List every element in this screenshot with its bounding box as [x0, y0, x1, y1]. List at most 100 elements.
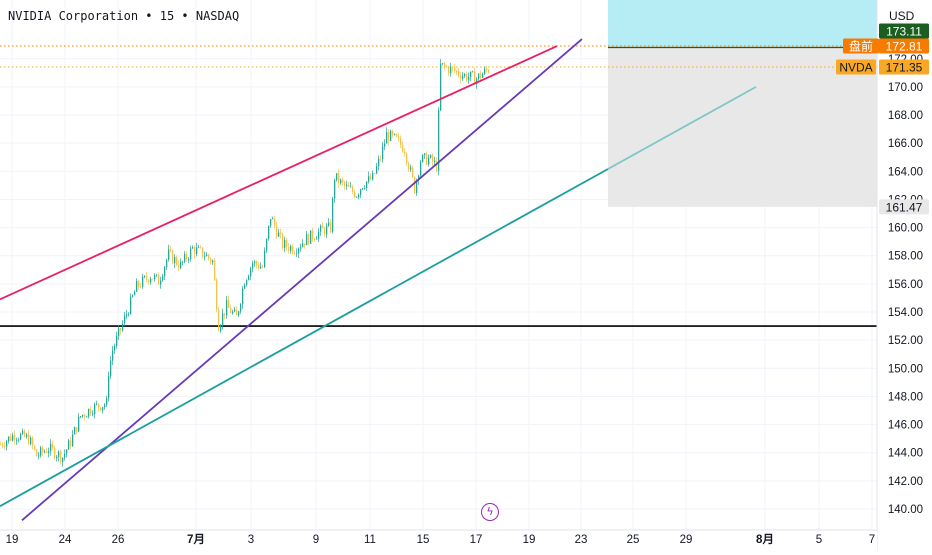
- candle-body: [382, 146, 384, 160]
- time-tick-label: 5: [816, 534, 822, 546]
- price-axis[interactable]: 140.00 142.00 144.00 146.00 148.00 150.00 152.…: [876, 0, 932, 550]
- support-trend-line-projection: [607, 86, 757, 170]
- candle-body: [450, 66, 452, 74]
- candle-body: [456, 70, 458, 72]
- candle-body: [78, 417, 80, 432]
- candle-body: [422, 154, 424, 162]
- candle-body: [166, 259, 168, 267]
- candle-body: [446, 66, 448, 68]
- price-tick-label: 144.00: [888, 448, 923, 460]
- target-price-tag: 173.11: [886, 25, 922, 39]
- candle-body: [464, 74, 466, 76]
- candle-body: [430, 155, 432, 158]
- time-tick-label: 17: [470, 534, 483, 546]
- candle-body: [364, 187, 366, 189]
- candle-body: [116, 336, 118, 346]
- candle-body: [482, 73, 484, 78]
- candle-body: [372, 173, 374, 180]
- candle-body: [150, 278, 152, 283]
- candle-body: [340, 179, 342, 184]
- candle-body: [392, 130, 394, 135]
- candle-body: [24, 430, 26, 437]
- candle-body: [470, 71, 472, 77]
- candle-body: [272, 218, 274, 220]
- candle-body: [230, 307, 232, 314]
- symbol-label-tag: NVDA: [839, 61, 872, 75]
- candle-body: [156, 274, 158, 276]
- candle-body: [76, 427, 78, 432]
- candle-body: [242, 288, 244, 305]
- candle-body: [248, 276, 250, 280]
- currency-label[interactable]: USD: [889, 9, 915, 23]
- candle-body: [18, 439, 20, 441]
- candle-body: [54, 447, 56, 459]
- candle-body: [232, 311, 234, 314]
- candle-body: [200, 246, 202, 248]
- candle-body: [418, 175, 420, 181]
- candle-body: [442, 63, 444, 65]
- candle-body: [332, 198, 334, 232]
- candle-body: [410, 167, 412, 170]
- candle-body: [206, 254, 208, 257]
- candle-body: [90, 408, 92, 415]
- candle-body: [262, 266, 264, 268]
- candle-body: [236, 309, 238, 316]
- candle-body: [274, 218, 276, 226]
- candle-body: [162, 276, 164, 281]
- candle-body: [448, 67, 450, 74]
- candle-body: [226, 300, 228, 316]
- price-tick-label: 158.00: [888, 251, 923, 263]
- candle-body: [268, 225, 270, 239]
- candle-body: [476, 78, 478, 85]
- time-axis-background: [0, 530, 877, 550]
- candle-body: [34, 445, 36, 450]
- time-tick-label: 7月: [187, 533, 205, 546]
- candle-body: [172, 250, 174, 264]
- candle-body: [128, 313, 130, 315]
- candle-body: [198, 246, 200, 248]
- time-tick-label: 15: [417, 534, 430, 546]
- candle-body: [164, 266, 166, 277]
- candle-body: [62, 457, 64, 462]
- candle-body: [216, 280, 218, 310]
- candle-body: [144, 276, 146, 277]
- candle-body: [278, 232, 280, 237]
- candles: [0, 58, 490, 467]
- candle-body: [42, 447, 44, 453]
- candle-body: [210, 258, 212, 263]
- candle-body: [52, 443, 54, 448]
- candle-body: [326, 225, 328, 235]
- price-tick-label: 164.00: [888, 166, 923, 178]
- candle-body: [474, 71, 476, 85]
- candle-body: [402, 144, 404, 152]
- candle-body: [122, 323, 124, 331]
- price-tick-label: 166.00: [888, 138, 923, 150]
- candle-body: [354, 191, 356, 198]
- candle-body: [288, 246, 290, 251]
- candle-body: [136, 280, 138, 292]
- time-axis[interactable]: 19 24 26 7月 3 9 11 15 17 19 23 25 29 8月 5 7: [0, 529, 877, 550]
- candle-body: [358, 194, 360, 198]
- premarket-price-tag: 172.81: [886, 40, 923, 54]
- candle-body: [4, 446, 6, 447]
- stop-zone: [608, 47, 877, 207]
- candle-body: [98, 403, 100, 408]
- candle-body: [362, 188, 364, 190]
- candle-body: [118, 328, 120, 337]
- candle-body: [292, 246, 294, 254]
- candle-body: [434, 160, 436, 163]
- candle-body: [202, 247, 204, 257]
- candle-body: [440, 63, 442, 111]
- trend-lines[interactable]: [0, 38, 757, 521]
- candle-body: [468, 76, 470, 81]
- position-zones: [608, 0, 877, 207]
- candle-body: [280, 232, 282, 234]
- candle-body: [66, 449, 68, 454]
- lightning-icon[interactable]: ϟ: [481, 503, 499, 521]
- candle-body: [196, 247, 198, 255]
- candle-body: [234, 309, 236, 312]
- candle-body: [220, 325, 222, 331]
- candle-body: [338, 173, 340, 184]
